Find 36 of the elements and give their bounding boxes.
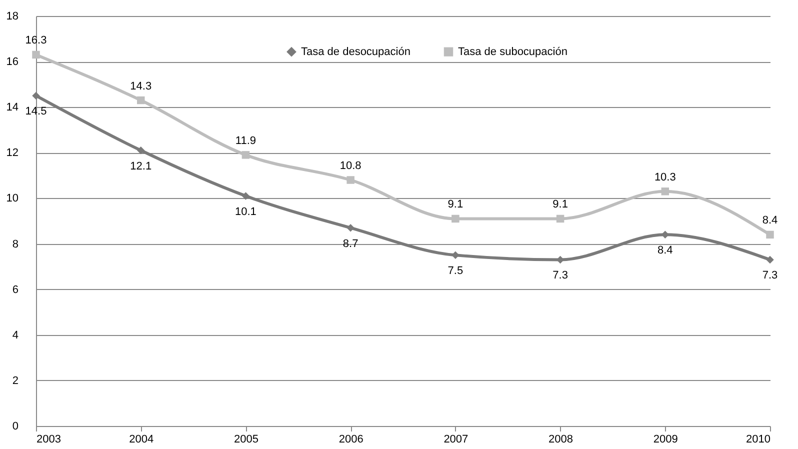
y-tick-label: 0 <box>12 420 18 432</box>
x-tick-label: 2004 <box>129 434 154 446</box>
data-label: 12.1 <box>130 160 152 172</box>
data-label: 9.1 <box>552 198 568 211</box>
x-tick-label: 2008 <box>548 434 574 446</box>
x-tick-label: 2010 <box>746 434 770 446</box>
data-label: 14.3 <box>130 80 152 92</box>
y-tick-label: 16 <box>6 56 18 68</box>
x-tick-label: 2005 <box>234 434 258 446</box>
data-label: 14.5 <box>25 106 47 118</box>
data-label: 7.3 <box>552 270 568 282</box>
x-tick-label: 2007 <box>444 434 468 446</box>
data-label: 11.9 <box>235 134 256 147</box>
y-tick-label: 8 <box>12 238 18 250</box>
data-label: 8.7 <box>342 238 358 250</box>
data-label: 8.4 <box>657 244 673 257</box>
x-tick-label: 2003 <box>36 434 61 446</box>
y-tick-label: 12 <box>6 147 18 160</box>
x-tick-label: 2006 <box>338 434 364 446</box>
y-tick-label: 6 <box>12 284 18 296</box>
x-tick-label: 2009 <box>653 434 678 446</box>
legend-label: Tasa de subocupación <box>458 46 568 58</box>
data-label: 16.3 <box>25 34 47 47</box>
y-tick-label: 10 <box>6 192 18 205</box>
data-label: 8.4 <box>762 214 778 227</box>
data-label: 7.5 <box>448 265 464 278</box>
data-label: 7.3 <box>762 270 778 282</box>
y-tick-label: 2 <box>12 374 18 387</box>
data-label: 9.1 <box>448 198 464 211</box>
y-tick-label: 14 <box>6 102 18 114</box>
y-tick-label: 18 <box>6 10 18 22</box>
legend-label: Tasa de desocupación <box>301 46 410 58</box>
y-tick-label: 4 <box>12 329 18 342</box>
data-label: 10.8 <box>340 160 362 172</box>
data-label: 10.1 <box>235 206 256 218</box>
data-label: 10.3 <box>654 171 676 184</box>
